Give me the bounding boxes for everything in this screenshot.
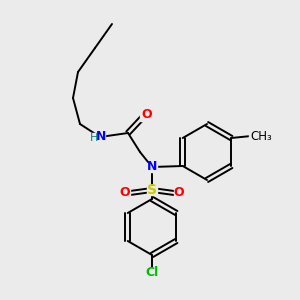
Bar [174, 188, 184, 197]
Text: CH₃: CH₃ [250, 130, 272, 142]
Bar [147, 163, 157, 172]
Bar [147, 185, 157, 194]
Text: O: O [142, 109, 152, 122]
Text: N: N [147, 160, 157, 173]
Bar [145, 268, 159, 277]
Text: O: O [174, 187, 184, 200]
Text: S: S [147, 183, 157, 197]
Bar [91, 133, 105, 142]
Text: N: N [96, 130, 106, 143]
Text: H: H [90, 133, 98, 143]
Bar [140, 112, 150, 121]
Bar [120, 188, 130, 197]
Bar [249, 131, 271, 140]
Text: Cl: Cl [146, 266, 159, 278]
Text: O: O [120, 187, 130, 200]
